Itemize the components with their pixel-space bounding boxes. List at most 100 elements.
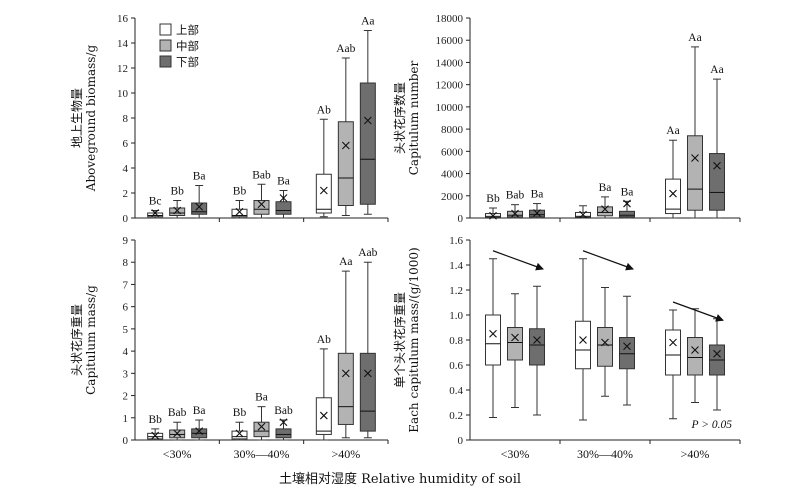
mean-marker [623, 342, 631, 351]
p-value-annotation: P > 0.05 [691, 419, 733, 431]
panel-tr: 0 2000 4000 6000 8000 10000 12000 14000 16000 180… [392, 13, 741, 225]
y-tick-label: 0 [123, 435, 129, 447]
box [191, 202, 208, 215]
significance-letter: Ba [599, 182, 612, 194]
y-tick-label: 0.2 [449, 410, 463, 422]
box [687, 135, 703, 211]
box [275, 201, 292, 215]
mean-marker [257, 200, 266, 209]
significance-letter: Bb [170, 186, 184, 198]
mean-marker [195, 202, 204, 211]
mean-marker [601, 205, 609, 213]
mean-marker [363, 369, 372, 378]
significance-letter: Bab [274, 405, 293, 417]
box [485, 314, 501, 366]
significance-letter: Bb [148, 414, 162, 426]
x-category-label: >40% [331, 447, 360, 461]
y-tick-label: 18000 [436, 13, 464, 25]
box [275, 428, 292, 439]
box [253, 421, 270, 438]
y-tick-label: 3 [123, 368, 129, 380]
x-category-label: 30%—40% [234, 447, 290, 461]
box [231, 208, 248, 218]
mean-marker [151, 209, 160, 217]
mean-marker [319, 186, 328, 195]
box [597, 327, 613, 367]
y-tick-label: 0 [458, 213, 464, 225]
mean-marker [235, 207, 244, 216]
y-tick-label: 6000 [441, 146, 464, 158]
legend-label: 下部 [176, 55, 199, 69]
x-category-label: >40% [681, 447, 710, 461]
significance-letter: Bb [233, 407, 247, 419]
legend-label: 中部 [176, 39, 199, 53]
x-category-label: 30%—40% [577, 447, 633, 461]
trend-arrow [492, 250, 544, 271]
y-axis-title-zh: 地上生物量 [70, 88, 84, 148]
y-tick-label: 12 [117, 63, 128, 75]
significance-letter: Ba [277, 176, 290, 188]
y-tick-label: 2 [123, 188, 129, 200]
mean-marker [713, 349, 721, 358]
significance-letter: Aa [339, 256, 352, 268]
y-tick-label: 1.6 [449, 235, 463, 247]
significance-letter: Bb [233, 186, 247, 198]
mean-marker [195, 427, 204, 435]
mean-marker [579, 210, 587, 219]
box [169, 207, 186, 216]
y-tick-label: 1 [123, 413, 129, 425]
y-tick-label: 4 [123, 346, 129, 358]
trend-arrow [672, 301, 724, 322]
mean-marker [235, 429, 244, 438]
significance-letter: Aab [336, 43, 355, 55]
box [253, 200, 270, 215]
box [315, 173, 332, 214]
y-tick-label: 0 [123, 213, 129, 225]
significance-letter: Bc [149, 196, 162, 208]
y-tick-label: 1.4 [449, 260, 463, 272]
mean-marker [533, 209, 541, 217]
significance-letter: Ba [255, 392, 268, 404]
y-axis-title-en: Capitulum mass/g [84, 285, 98, 395]
mean-marker [151, 431, 160, 440]
significance-letter: Ba [193, 171, 206, 183]
mean-marker [489, 329, 497, 338]
box [507, 327, 523, 361]
box [597, 206, 613, 217]
significance-letter: Ba [193, 405, 206, 417]
mean-marker [319, 411, 328, 420]
panel-br: 0 0.2 0.4 0.6 0.8 1.0 1.2 1.4 1.6 单个头状花序重量 Each ca… [392, 235, 741, 461]
y-tick-label: 1.0 [449, 310, 463, 322]
significance-letter: Aa [666, 125, 679, 137]
box [709, 153, 725, 211]
mean-marker [691, 154, 699, 162]
box [665, 329, 681, 376]
mean-marker [579, 336, 587, 344]
box [619, 337, 635, 370]
y-tick-label: 6 [123, 138, 129, 150]
mean-marker [257, 422, 266, 431]
mean-marker [669, 189, 677, 198]
trend-arrow [582, 250, 634, 271]
significance-letter: Ab [317, 104, 331, 116]
mean-marker [173, 206, 182, 215]
box [359, 352, 376, 432]
y-tick-label: 14 [117, 38, 129, 50]
y-tick-label: 4000 [441, 169, 464, 181]
mean-marker [341, 369, 350, 378]
y-tick-label: 0 [458, 435, 464, 447]
significance-letter: Aa [361, 16, 374, 28]
significance-letter: Bb [486, 193, 500, 205]
box [337, 352, 354, 425]
y-axis-title-en: Capitulum number [407, 60, 421, 175]
y-tick-label: 7 [123, 279, 129, 291]
y-tick-label: 8 [123, 113, 129, 125]
y-tick-label: 0.4 [449, 385, 463, 397]
x-axis-title: 土壤相对湿度 Relative humidity of soil [278, 472, 522, 487]
y-tick-label: 16000 [436, 35, 464, 47]
box [529, 328, 545, 366]
mean-marker [713, 161, 721, 170]
mean-marker [511, 333, 519, 342]
y-tick-label: 10000 [436, 102, 464, 114]
